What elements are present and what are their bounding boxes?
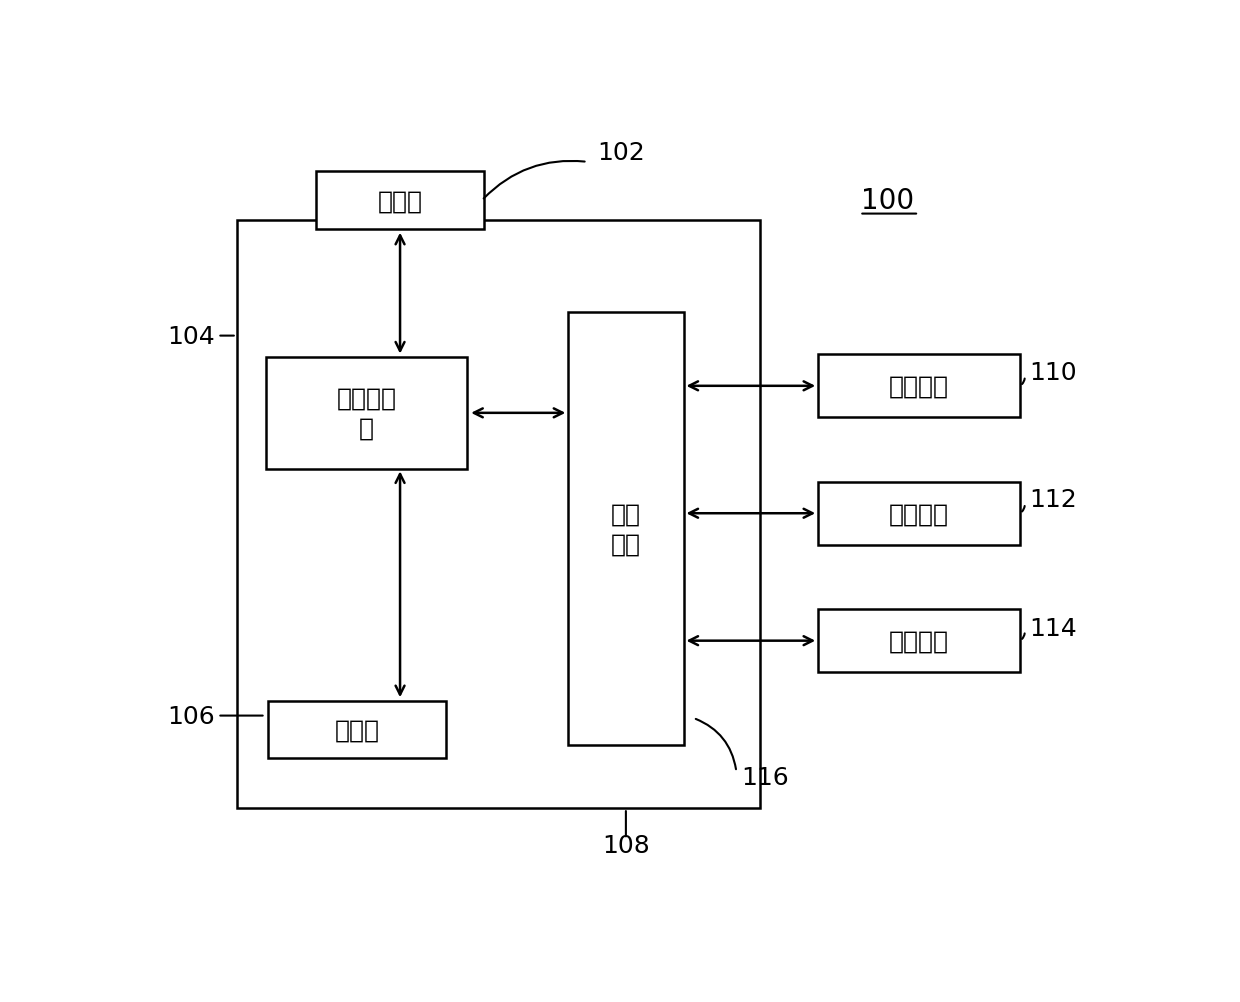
Text: 112: 112 bbox=[1029, 488, 1078, 512]
Text: 102: 102 bbox=[596, 140, 645, 164]
Bar bbox=[316, 172, 484, 230]
Bar bbox=[265, 358, 467, 469]
Bar bbox=[818, 355, 1019, 418]
Text: 104: 104 bbox=[167, 325, 215, 349]
Bar bbox=[818, 609, 1019, 672]
Text: 存储控制
器: 存储控制 器 bbox=[336, 387, 397, 440]
Bar bbox=[818, 482, 1019, 545]
Text: 116: 116 bbox=[742, 766, 789, 790]
Text: 100: 100 bbox=[862, 187, 914, 215]
Text: 音频模块: 音频模块 bbox=[889, 502, 949, 526]
Text: 处理器: 处理器 bbox=[335, 717, 379, 741]
Text: 射频模块: 射频模块 bbox=[889, 375, 949, 399]
Text: 110: 110 bbox=[1029, 361, 1078, 385]
Bar bbox=[268, 700, 445, 759]
Bar bbox=[568, 313, 683, 745]
Text: 108: 108 bbox=[601, 834, 650, 858]
Text: 106: 106 bbox=[167, 703, 215, 727]
Text: 显示单元: 显示单元 bbox=[889, 629, 949, 653]
Text: 存储器: 存储器 bbox=[377, 189, 423, 213]
Text: 114: 114 bbox=[1029, 616, 1078, 640]
Text: 外设
接口: 外设 接口 bbox=[611, 502, 641, 556]
